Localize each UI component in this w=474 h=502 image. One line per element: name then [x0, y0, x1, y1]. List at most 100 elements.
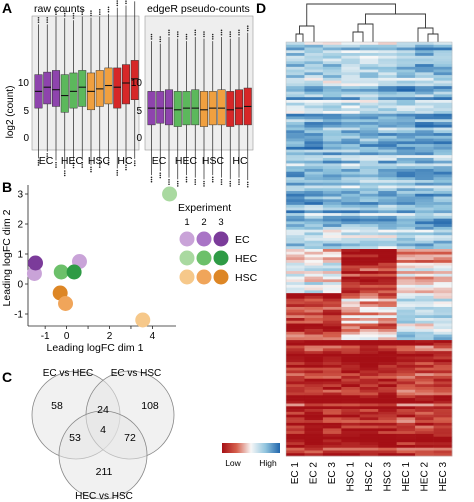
heatmap-cell: [415, 146, 434, 150]
heatmap-cell: [304, 218, 324, 222]
heatmap-cell: [359, 364, 379, 368]
heatmap-cell: [341, 315, 361, 319]
heatmap-cell: [322, 251, 342, 255]
heatmap-cell: [396, 182, 416, 186]
heatmap-cell: [286, 262, 305, 266]
heatmap-cell: [286, 80, 305, 84]
heatmap-cell: [359, 389, 379, 393]
heatmap-cell: [415, 229, 434, 233]
heatmap-cell: [322, 436, 342, 440]
heatmap-cell: [415, 157, 434, 161]
heatmap-cell: [286, 257, 305, 261]
a-group-hc: HC: [117, 155, 133, 167]
box-outlier: [116, 4, 119, 7]
heatmap-cell: [433, 348, 453, 352]
heatmap-cell: [322, 99, 342, 104]
heatmap-cell: [286, 53, 305, 57]
heatmap-cell: [415, 144, 434, 148]
heatmap-cell: [359, 83, 379, 87]
heatmap-cell: [322, 312, 342, 316]
heatmap-cell: [304, 284, 324, 288]
box-outlier: [168, 31, 170, 34]
heatmap-cell: [396, 334, 416, 338]
heatmap-cell: [359, 345, 379, 349]
heatmap-cell: [359, 144, 379, 148]
venn-count-hec-hsc-only: 211: [96, 466, 113, 478]
heatmap-cell: [286, 381, 305, 385]
heatmap-cell: [396, 329, 416, 333]
heatmap-cell: [322, 124, 342, 128]
heatmap-cell: [286, 375, 305, 380]
box-outlier: [194, 29, 197, 32]
box: [200, 91, 208, 127]
heatmap-cell: [415, 409, 434, 413]
heatmap-cell: [415, 444, 434, 449]
box: [226, 91, 235, 127]
heatmap-cell: [433, 149, 453, 153]
heatmap-cell: [378, 160, 397, 164]
heatmap-cell: [415, 97, 434, 101]
heatmap-cell: [304, 47, 324, 51]
heatmap-cell: [322, 425, 342, 429]
heatmap-cell: [378, 420, 397, 424]
heatmap-cell: [322, 373, 342, 377]
heatmap-cell: [396, 130, 416, 134]
heatmap-cell: [359, 141, 379, 145]
heatmap-cell: [396, 431, 416, 435]
heatmap-cell: [433, 86, 453, 90]
heatmap-cell: [433, 381, 453, 385]
heatmap-cell: [415, 422, 434, 426]
heatmap-cell: [396, 133, 416, 137]
heatmap-cell: [359, 284, 379, 288]
box-outlier: [72, 164, 75, 167]
heatmap-cell: [286, 345, 305, 349]
heatmap-cell: [396, 279, 416, 283]
heatmap-cell: [359, 188, 379, 192]
heatmap-cell: [415, 72, 434, 76]
heatmap-cell: [396, 406, 416, 410]
heatmap-cell: [415, 395, 434, 399]
heatmap-cell: [359, 99, 379, 104]
heatmap-cell: [322, 409, 342, 413]
heatmap-cell: [304, 417, 324, 421]
heatmap-cell: [433, 157, 453, 161]
heatmap-cell: [322, 315, 342, 319]
heatmap-cell: [286, 174, 305, 178]
heatmap-cell: [396, 276, 416, 280]
experiment-legend: [179, 231, 229, 285]
heatmap-cell: [341, 124, 361, 128]
heatmap-cell: [341, 157, 361, 161]
heatmap-cell: [322, 411, 342, 415]
heatmap-cell: [396, 442, 416, 446]
heatmap-cell: [396, 262, 416, 266]
heatmap-cell: [433, 61, 453, 65]
heatmap-cell: [396, 83, 416, 87]
heatmap-cell: [433, 444, 453, 449]
heatmap-cell: [433, 279, 453, 283]
heatmap-cell: [341, 91, 361, 95]
heatmap-cell: [396, 444, 416, 449]
heatmap-cell: [341, 309, 361, 313]
heatmap-cell: [341, 122, 361, 126]
heatmap-cell: [415, 124, 434, 128]
heatmap-cell: [433, 141, 453, 145]
heatmap-cell: [322, 130, 342, 134]
box-outlier: [159, 172, 162, 174]
box-outlier: [81, 166, 84, 168]
heatmap-cell: [341, 340, 361, 344]
heatmap-cell: [286, 202, 305, 206]
heatmap-cell: [396, 72, 416, 76]
heatmap-cell: [341, 224, 361, 228]
heatmap-cell: [378, 320, 397, 324]
heatmap-cell: [378, 392, 397, 396]
heatmap-cell: [341, 395, 361, 399]
heatmap-cell: [286, 124, 305, 128]
heatmap-cell: [322, 196, 342, 200]
heatmap-cell: [286, 213, 305, 217]
heatmap-cell: [322, 105, 342, 109]
heatmap-cell: [359, 381, 379, 385]
heatmap-cell: [415, 171, 434, 175]
heatmap-cell: [286, 58, 305, 62]
heatmap-cell: [396, 301, 416, 305]
box-outlier: [63, 170, 66, 172]
